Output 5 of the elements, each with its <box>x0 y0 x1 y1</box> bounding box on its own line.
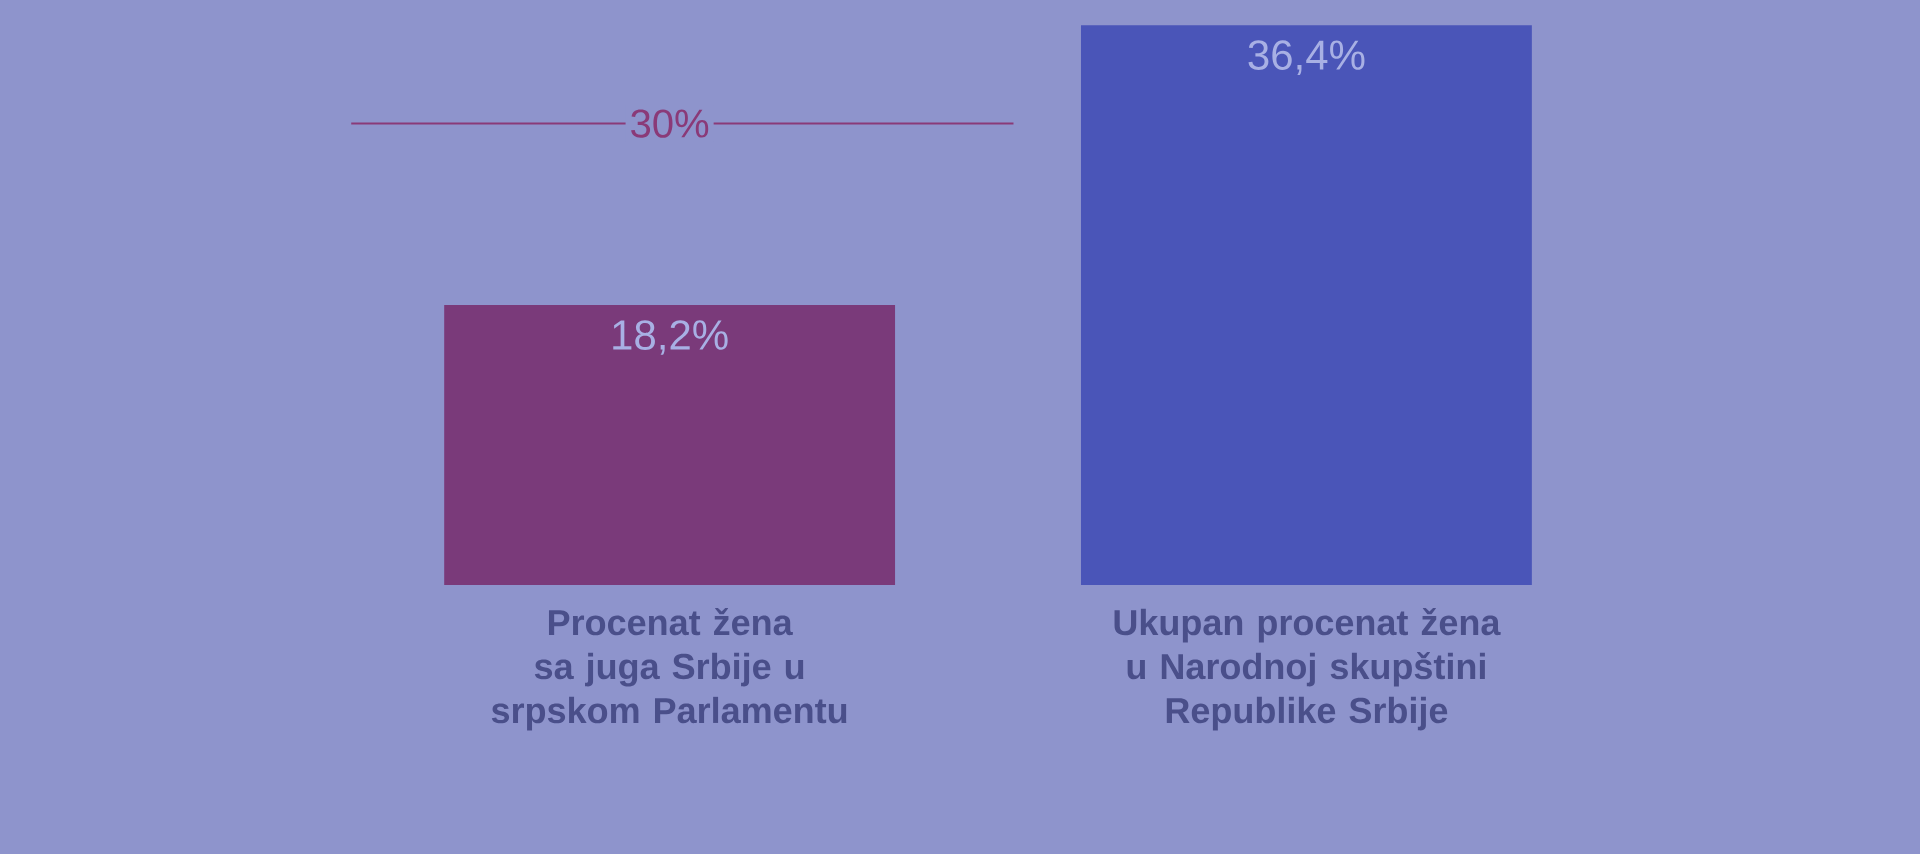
x-tick-label: Ukupan procenat žena u Narodnoj skupštini Republike Srbije <box>1114 608 1501 731</box>
data-label: 18,2% <box>613 320 728 355</box>
ref-line-label: 30% <box>631 109 709 138</box>
data-label: 36,4% <box>1248 40 1365 75</box>
x-tick-label: Procenat žena sa juga Srbije u srpskom Parlamentu <box>491 608 847 731</box>
